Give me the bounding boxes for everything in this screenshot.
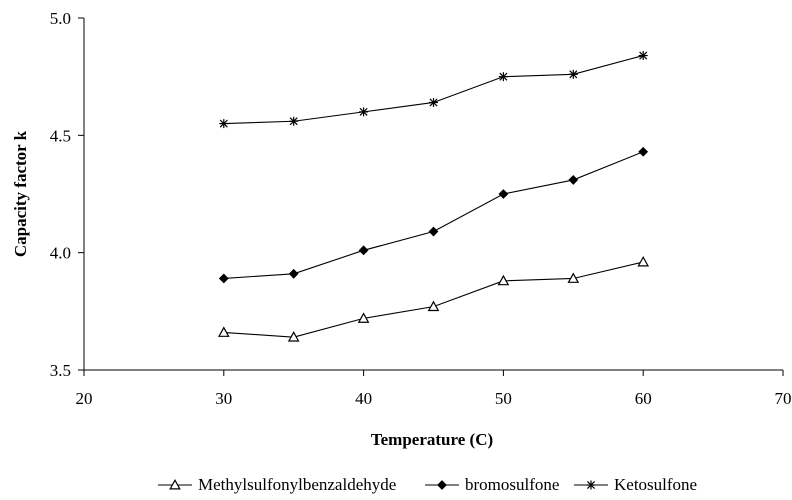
- data-point: [289, 116, 299, 126]
- x-tick-label: 40: [355, 389, 372, 408]
- legend-item-ketosulfone: Ketosulfone: [574, 475, 697, 494]
- data-point: [638, 146, 649, 157]
- data-point: [287, 331, 300, 342]
- x-axis-title: Temperature (C): [371, 430, 493, 449]
- series-layer: [217, 51, 650, 342]
- series-bromosulfone: [218, 146, 649, 284]
- data-point: [288, 268, 299, 279]
- series-line: [223, 55, 644, 125]
- data-point: [498, 189, 509, 199]
- legend-label: bromosulfone: [465, 475, 559, 494]
- legend-item-methylsulfonylbenzaldehyde: Methylsulfonylbenzaldehyde: [158, 475, 396, 494]
- data-point: [357, 312, 370, 323]
- data-point: [428, 226, 439, 237]
- data-point: [217, 326, 230, 337]
- y-axis-title: Capacity factor k: [11, 130, 30, 257]
- data-point: [359, 107, 369, 117]
- x-tick-label: 70: [775, 389, 792, 408]
- axes: 20 30 40 50 60 70 3.5 4.0 4.5 5.0: [50, 9, 792, 408]
- data-point: [498, 72, 508, 82]
- x-tick-label: 60: [635, 389, 652, 408]
- data-point: [497, 274, 510, 286]
- series-methylsulfonylbenzaldehyde: [217, 256, 650, 342]
- legend-marker: [586, 480, 596, 490]
- x-tick-label: 20: [76, 389, 93, 408]
- x-tick-label: 30: [215, 389, 232, 408]
- data-point: [567, 272, 580, 283]
- legend-label: Ketosulfone: [614, 475, 697, 494]
- data-point: [218, 273, 229, 284]
- series-line: [223, 151, 644, 280]
- y-tick-label: 3.5: [50, 361, 71, 380]
- series-ketosulfone: [219, 51, 648, 129]
- y-tick-label: 4.5: [50, 126, 71, 145]
- series-line: [223, 261, 644, 338]
- legend: Methylsulfonylbenzaldehyde bromosulfone Ke…: [158, 475, 697, 494]
- data-point: [568, 69, 578, 79]
- data-point: [219, 119, 229, 129]
- y-tick-label: 4.0: [50, 244, 71, 263]
- legend-marker: [437, 480, 447, 490]
- data-point: [568, 175, 579, 185]
- data-point: [427, 300, 440, 312]
- data-point: [638, 51, 648, 61]
- x-tick-label: 50: [495, 389, 512, 408]
- legend-item-bromosulfone: bromosulfone: [425, 475, 559, 494]
- data-point: [358, 245, 369, 256]
- legend-marker: [169, 478, 181, 490]
- y-tick-label: 5.0: [50, 9, 71, 28]
- data-point: [637, 256, 650, 267]
- legend-label: Methylsulfonylbenzaldehyde: [198, 475, 396, 494]
- data-point: [429, 97, 438, 107]
